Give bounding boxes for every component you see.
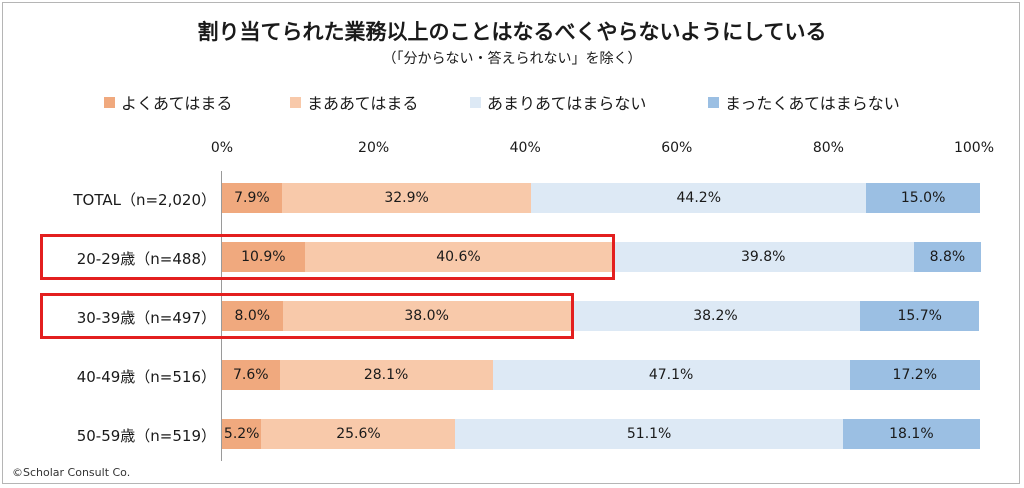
data-label: 32.9% — [384, 190, 429, 206]
bar-segment — [866, 183, 980, 213]
bar-segment — [222, 419, 262, 449]
data-label: 10.9% — [241, 249, 286, 265]
x-tick-label: 80% — [812, 140, 844, 156]
data-label: 18.1% — [889, 426, 934, 442]
data-label: 7.9% — [234, 190, 270, 206]
legend-item-2: あまりあてはまらない — [470, 90, 646, 114]
bar-segment — [222, 183, 282, 213]
data-label: 38.2% — [693, 308, 738, 324]
highlight-box — [40, 293, 574, 339]
x-tick-label: 100% — [953, 140, 995, 156]
bar-segment — [860, 301, 980, 331]
bar-segment — [849, 360, 980, 390]
legend-label: まったくあてはまらない — [725, 94, 900, 113]
legend-swatch — [290, 96, 301, 108]
data-label: 51.1% — [626, 426, 672, 442]
data-label: 8.0% — [234, 308, 271, 324]
bar-segment — [304, 242, 613, 272]
bar-segment — [281, 183, 532, 213]
data-label: 44.2% — [676, 190, 721, 206]
legend-item-1: まああてはまる — [290, 90, 418, 114]
legend-label: よくあてはまる — [121, 94, 233, 113]
bar-segment — [222, 360, 280, 390]
legend-swatch — [708, 96, 719, 108]
chart-subtitle: （「分からない・答えられない」を除く） — [382, 51, 642, 67]
category-label: 50-59歳（n=519） — [76, 427, 216, 445]
data-label: 7.6% — [233, 367, 269, 383]
bar-segment — [455, 419, 843, 449]
data-label: 38.0% — [404, 308, 449, 324]
x-tick-label: 20% — [358, 140, 390, 156]
data-label: 40.6% — [436, 249, 481, 265]
data-label: 17.2% — [892, 367, 938, 383]
bar-segment — [222, 242, 305, 272]
category-label: TOTAL（n=2,020） — [73, 191, 216, 209]
legend-swatch — [104, 96, 115, 108]
x-tick-label: 60% — [661, 140, 693, 156]
data-label: 47.1% — [648, 367, 694, 383]
legend-item-3: まったくあてはまらない — [708, 90, 900, 114]
legend-swatch — [470, 96, 481, 108]
bar-segment — [279, 360, 493, 390]
bar-segment — [612, 242, 915, 272]
data-label: 8.8% — [929, 249, 966, 265]
category-label: 30-39歳（n=497） — [76, 309, 216, 327]
data-label: 25.6% — [336, 426, 381, 442]
bar-segment — [914, 242, 981, 272]
bar-segment — [261, 419, 456, 449]
legend: よくあてはまる まああてはまる あまりあてはまらない まったくあてはまらない — [0, 90, 1024, 114]
data-label: 28.1% — [363, 367, 409, 383]
bar-segment — [842, 419, 980, 449]
category-label: 20-29歳（n=488） — [76, 250, 216, 268]
chart-title: 割り当てられた業務以上のことはなるべくやらないようにしている — [197, 20, 827, 44]
x-tick-label: 0% — [210, 140, 234, 156]
data-label: 15.7% — [897, 308, 942, 324]
bar-segment — [282, 301, 571, 331]
data-label: 39.8% — [740, 249, 786, 265]
bar-segment — [222, 301, 283, 331]
bar-segment — [492, 360, 850, 390]
copyright: ©Scholar Consult Co. — [12, 466, 131, 479]
data-label: 15.0% — [900, 190, 946, 206]
bar-segment — [570, 301, 861, 331]
legend-item-0: よくあてはまる — [104, 90, 232, 114]
data-label: 5.2% — [223, 426, 260, 442]
x-tick-label: 40% — [509, 140, 541, 156]
legend-label: まああてはまる — [307, 94, 419, 113]
legend-label: あまりあてはまらない — [487, 94, 647, 113]
y-axis-line — [221, 171, 222, 461]
highlight-box — [40, 234, 616, 280]
category-label: 40-49歳（n=516） — [76, 368, 216, 386]
bar-segment — [531, 183, 867, 213]
